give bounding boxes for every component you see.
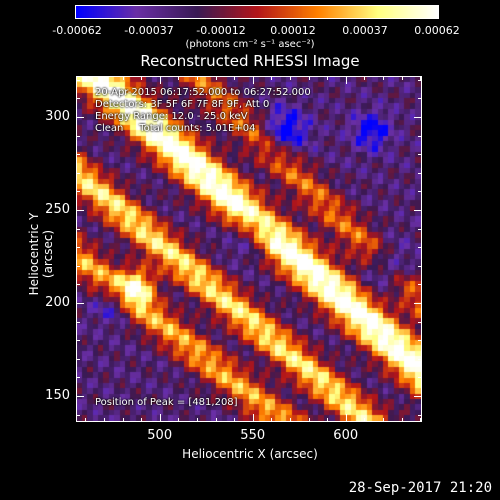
- colorbar-unit-label: (photons cm⁻² s⁻¹ asec⁻²): [185, 39, 315, 50]
- annotation-method: Clean Total counts: 5.01E+04: [95, 123, 256, 134]
- colorbar-tick-label: -0.00062: [52, 24, 102, 37]
- colorbar-tick-labels: -0.00062 -0.00037 -0.00012 0.00012 0.00037 0.…: [0, 24, 500, 38]
- y-tick-label: 300: [45, 108, 70, 124]
- colorbar-tick-label: 0.00037: [342, 24, 388, 37]
- colorbar-tick-label: -0.00012: [196, 24, 246, 37]
- timestamp: 28-Sep-2017 21:20: [348, 480, 492, 496]
- x-axis-label: Heliocentric X (arcsec): [182, 447, 318, 461]
- annotation-detectors: Detectors: 3F 5F 6F 7F 8F 9F, Att 0: [95, 99, 270, 110]
- plot-area: 20-Apr-2015 06:17:52.000 to 06:27:52.000…: [76, 76, 422, 422]
- x-tick-label: 600: [333, 428, 359, 443]
- colorbar-tick-label: 0.00062: [414, 24, 460, 37]
- annotation-peak-position: Position of Peak = [481,208]: [95, 397, 238, 408]
- y-tick-label: 150: [45, 387, 70, 403]
- colorbar-tick-label: 0.00012: [270, 24, 316, 37]
- colorbar-tick-label: -0.00037: [124, 24, 174, 37]
- x-tick-label: 550: [240, 428, 266, 443]
- chart-title: Reconstructed RHESSI Image: [140, 52, 360, 70]
- x-tick-label: 500: [147, 428, 173, 443]
- annotation-energy: Energy Range: 12.0 - 25.0 keV: [95, 111, 248, 122]
- heatmap-image: [77, 77, 421, 421]
- y-axis-label: Heliocentric Y (arcsec): [27, 212, 55, 296]
- colorbar: [75, 5, 439, 19]
- annotation-time-range: 20-Apr-2015 06:17:52.000 to 06:27:52.000: [95, 87, 311, 98]
